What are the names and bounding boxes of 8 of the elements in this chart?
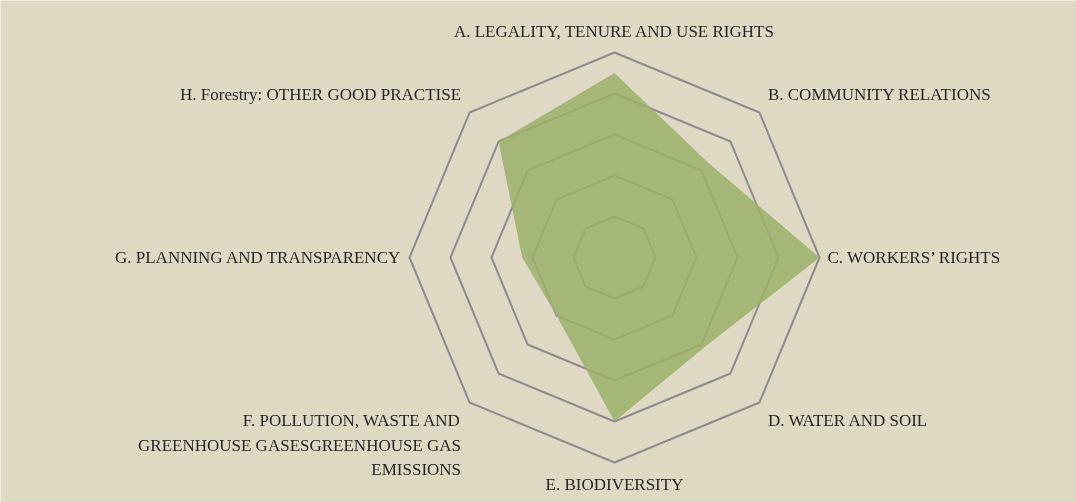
spoke-label: F. POLLUTION, WASTE AND GREENHOUSE GASESGREENHOUSE GAS EMISSIONS (138, 410, 462, 480)
spoke-label: B. COMMUNITY RELATIONS (767, 85, 991, 105)
spoke-label: D. WATER AND SOIL (767, 410, 928, 430)
spoke-label: C. WORKERS’ RIGHTS (827, 248, 1001, 267)
spoke-label: H. Forestry: OTHER GOOD PRACTISE (180, 85, 462, 105)
spoke-label: A. LEGALITY, TENURE AND USE RIGHTS (453, 21, 774, 41)
spoke-label: E. BIODIVERSITY (545, 474, 684, 494)
spoke-label: G. PLANNING AND TRANSPARENCY (114, 248, 401, 267)
